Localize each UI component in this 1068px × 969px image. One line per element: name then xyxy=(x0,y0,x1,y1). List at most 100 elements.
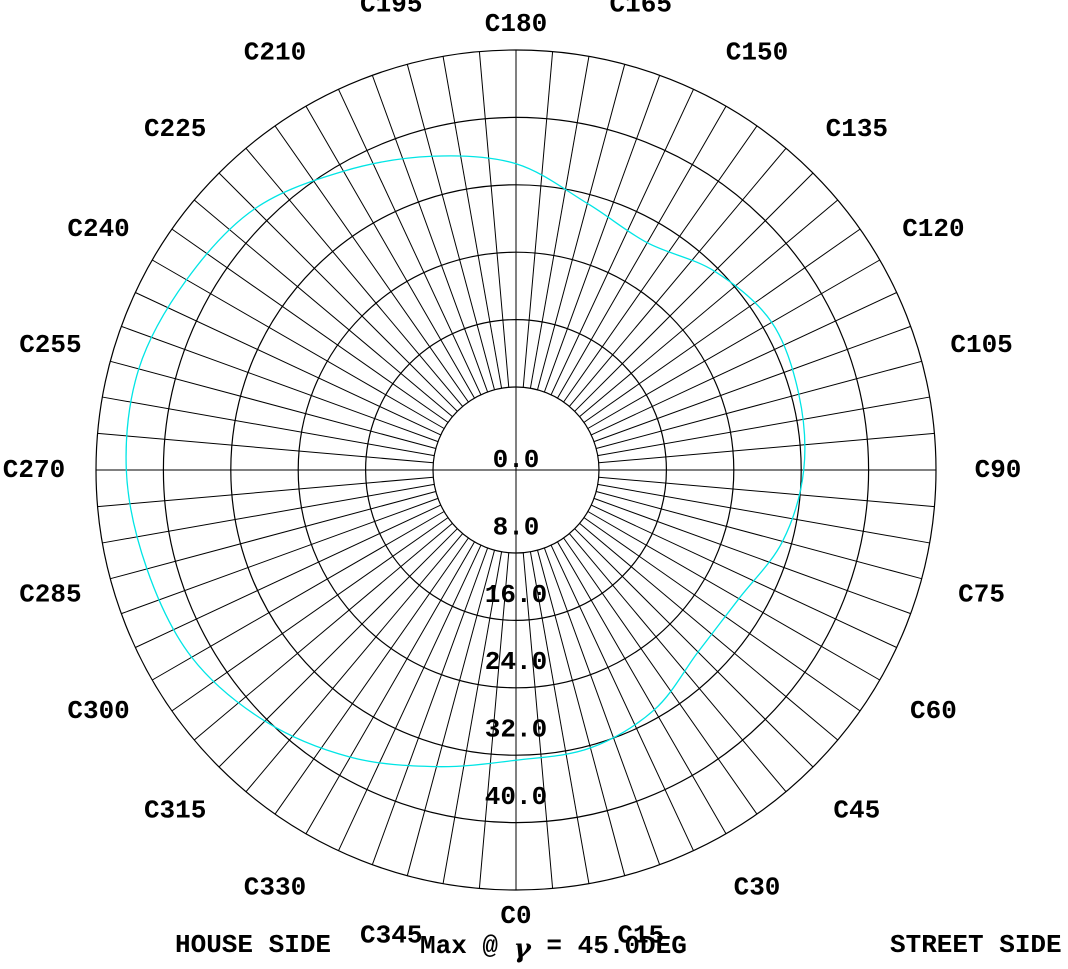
grid-spoke xyxy=(478,552,510,889)
grid-spoke xyxy=(529,56,590,389)
footer-left-label: HOUSE SIDE xyxy=(175,930,332,960)
angle-label: C270 xyxy=(3,455,65,485)
grid-spoke xyxy=(152,511,445,681)
angle-label: C225 xyxy=(144,114,206,144)
grid-spoke xyxy=(574,528,814,768)
angle-label: C210 xyxy=(244,37,306,67)
grid-spoke xyxy=(597,483,930,544)
angle-label: C330 xyxy=(244,872,306,902)
angle-label: C135 xyxy=(826,114,888,144)
grid-spoke xyxy=(583,228,861,423)
angle-label: C255 xyxy=(19,330,81,360)
radial-tick-label: 16.0 xyxy=(485,580,547,610)
grid-spoke xyxy=(102,483,435,544)
grid-spoke xyxy=(442,56,503,389)
grid-spoke xyxy=(193,199,453,418)
grid-spoke xyxy=(593,497,911,615)
max-prefix: Max @ xyxy=(420,931,514,961)
grid-spoke xyxy=(587,259,880,429)
grid-spoke xyxy=(135,504,441,648)
grid-spoke xyxy=(305,106,475,399)
angle-label: C285 xyxy=(19,580,81,610)
grid-spoke xyxy=(305,541,475,834)
series-layer xyxy=(125,155,806,768)
radial-tick-label: 40.0 xyxy=(485,782,547,812)
grid-spoke xyxy=(568,533,787,793)
grid-spoke xyxy=(550,89,694,395)
grid-spoke xyxy=(550,545,694,851)
grid-spoke xyxy=(245,147,464,407)
grid-spoke xyxy=(557,541,727,834)
angle-labels: C0 C15 C30 C45 C60 C75 C90 C105 C120 C135 C150 C165… xyxy=(3,0,1022,950)
grid-spoke xyxy=(596,490,922,580)
radial-tick-label: 24.0 xyxy=(485,647,547,677)
grid-spoke xyxy=(193,522,453,741)
angle-label: C90 xyxy=(975,455,1022,485)
grid-spoke xyxy=(574,172,814,412)
grid-spoke xyxy=(543,547,661,865)
grid-spoke xyxy=(152,259,445,429)
grid-spoke xyxy=(587,511,880,681)
grid-spoke xyxy=(110,490,436,580)
grid-spoke xyxy=(536,550,626,876)
radial-tick-labels: 0.0 8.0 16.0 24.0 32.0 40.0 xyxy=(485,445,547,812)
grid-spoke xyxy=(371,547,489,865)
gamma-symbol: γ xyxy=(513,934,531,964)
angle-label: C75 xyxy=(958,580,1005,610)
angle-label: C150 xyxy=(726,37,788,67)
grid-spoke xyxy=(338,545,482,851)
grid-spoke xyxy=(97,432,434,464)
grid-spoke xyxy=(406,64,496,390)
grid-spoke xyxy=(557,106,727,399)
angle-label: C315 xyxy=(144,796,206,826)
footer-max-label: Max @ γ = 45.0DEG xyxy=(420,930,687,964)
angle-label: C165 xyxy=(610,0,672,19)
angle-label: C180 xyxy=(485,9,547,39)
radial-tick-label: 0.0 xyxy=(493,445,540,475)
grid-spoke xyxy=(568,147,787,407)
grid-spoke xyxy=(171,517,449,712)
grid-spoke xyxy=(536,64,626,390)
angle-label: C15 xyxy=(617,920,664,950)
grid-spoke xyxy=(522,552,554,889)
grid-spoke xyxy=(598,476,935,508)
max-suffix: = 45.0DEG xyxy=(530,931,687,961)
grid-spoke xyxy=(596,360,922,450)
grid-spoke xyxy=(245,533,464,793)
grid-spoke xyxy=(478,51,510,388)
grid-spoke xyxy=(218,528,458,768)
angle-label: C120 xyxy=(902,214,964,244)
grid-spoke xyxy=(110,360,436,450)
angle-label: C345 xyxy=(360,920,422,950)
grid-spoke xyxy=(274,537,469,815)
grid-spoke xyxy=(593,325,911,443)
grid-spoke xyxy=(543,75,661,393)
grid-spoke xyxy=(591,504,897,648)
radial-tick-label: 8.0 xyxy=(493,512,540,542)
grid-spoke xyxy=(563,537,758,815)
grid-spoke xyxy=(371,75,489,393)
grid-spoke xyxy=(121,325,439,443)
grid-spoke xyxy=(442,551,503,884)
grid-spoke xyxy=(171,228,449,423)
grid-spoke xyxy=(406,550,496,876)
grid-spoke xyxy=(529,551,590,884)
angle-label: C0 xyxy=(500,901,531,931)
angle-label: C60 xyxy=(910,696,957,726)
grid-spoke xyxy=(597,396,930,457)
grid-spoke xyxy=(338,89,482,395)
angle-label: C45 xyxy=(833,796,880,826)
grid-spoke xyxy=(135,292,441,436)
radial-tick-label: 32.0 xyxy=(485,715,547,745)
grid-spoke xyxy=(274,125,469,403)
grid-spoke xyxy=(579,199,839,418)
series-curve xyxy=(125,155,806,768)
grid-spoke xyxy=(102,396,435,457)
grid-spoke xyxy=(522,51,554,388)
grid-spoke xyxy=(598,432,935,464)
angle-label: C300 xyxy=(67,696,129,726)
grid-spoke xyxy=(563,125,758,403)
angle-label: C195 xyxy=(360,0,422,19)
grid-spoke xyxy=(583,517,861,712)
